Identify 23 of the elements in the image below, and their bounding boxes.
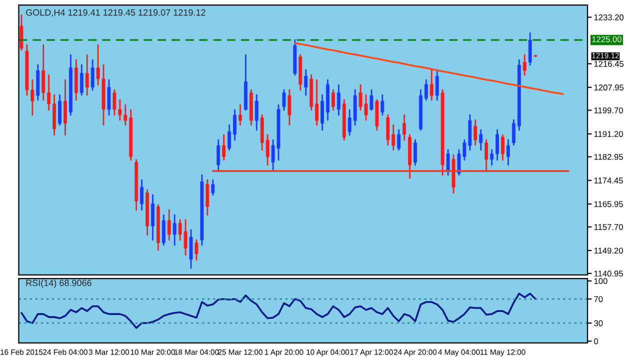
y-tick-label: 1174.45 [594,178,623,184]
line-series [294,42,564,96]
line-series [20,292,536,329]
y-tick-label: 70 [594,296,603,302]
y-tick-label: 1233.20 [594,14,624,20]
y-tick-label: 1140.95 [594,270,623,277]
y-tick-label: 1191.20 [594,131,623,137]
y-tick-label: 1207.95 [594,84,624,90]
candlestick [288,89,292,126]
y-tick-label: 1157.70 [594,224,623,230]
chart-title: RSI(14) 68.9066 [26,279,92,288]
y-tick-label: 100 [594,278,608,284]
y-tick-label: 1216.45 [594,60,624,67]
y-tick-label: 0 [594,338,598,344]
y-tick-label: 1165.95 [594,201,623,208]
y-tick-label: 30 [594,320,603,326]
y-tick-label: 1182.95 [594,154,623,160]
ref-line-label: 1225.00 [592,36,622,42]
candlestick [534,54,538,58]
y-tick-label: 1149.20 [594,248,623,254]
y-tick-label: 1199.70 [594,107,623,114]
candlestick [370,89,374,111]
chart-title: GOLD,H4 1219.41 1219.45 1219.07 1219.12 [26,9,206,17]
